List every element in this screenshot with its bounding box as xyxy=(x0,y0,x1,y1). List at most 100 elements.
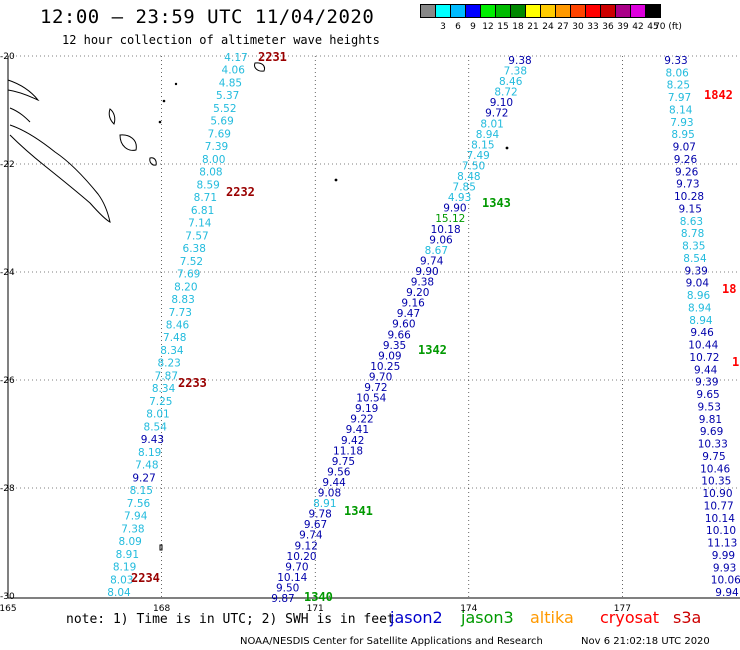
wave-height-value: 6.38 xyxy=(183,243,206,255)
latitude-label: -26 xyxy=(0,376,15,386)
wave-height-value: 7.48 xyxy=(163,332,186,344)
wave-height-value: 8.78 xyxy=(681,228,704,240)
satellite-legend-jason3: jason3 xyxy=(461,608,514,627)
wave-height-value: 8.96 xyxy=(687,290,711,302)
wave-height-value: 8.54 xyxy=(683,253,707,265)
latitude-label: -28 xyxy=(0,484,15,494)
wave-height-value: 4.93 xyxy=(448,192,471,204)
latitude-label: -22 xyxy=(0,160,15,170)
wave-height-value: 8.14 xyxy=(669,104,693,116)
wave-height-value: 11.18 xyxy=(333,445,363,457)
wave-height-value: 9.42 xyxy=(341,435,364,447)
wave-height-value: 8.83 xyxy=(171,294,194,306)
wave-height-value: 9.81 xyxy=(699,414,722,426)
credit-text: NOAA/NESDIS Center for Satellite Applica… xyxy=(240,636,543,647)
map-subtitle: 12 hour collection of altimeter wave hei… xyxy=(62,33,380,47)
color-scale-label: 45 xyxy=(647,22,659,32)
longitude-label: 165 xyxy=(0,604,17,614)
satellite-legend-jason2: jason2 xyxy=(390,608,443,627)
wave-height-value: 8.46 xyxy=(499,76,523,88)
color-swatch xyxy=(645,4,661,18)
coastline-lifou xyxy=(119,134,137,151)
wave-height-value: 7.52 xyxy=(180,256,203,268)
wave-height-value: 7.93 xyxy=(670,117,693,129)
wave-height-value: 8.91 xyxy=(116,549,139,561)
wave-height-value: 7.69 xyxy=(177,269,200,281)
color-scale-label: 33 xyxy=(587,22,599,32)
wave-height-value: 9.60 xyxy=(392,319,415,331)
wave-height-value: 9.33 xyxy=(664,55,687,67)
wave-height-value: 9.41 xyxy=(346,424,369,436)
satellite-legend-s3a: s3a xyxy=(673,608,702,627)
wave-height-value: 11.13 xyxy=(707,538,737,550)
pass-number-label: 2231 xyxy=(258,50,287,64)
wave-height-value: 8.67 xyxy=(425,245,448,257)
wave-height-value: 5.52 xyxy=(213,103,236,115)
wave-height-value: 4.85 xyxy=(219,77,242,89)
wave-height-value: 5.37 xyxy=(216,90,239,102)
wave-height-value: 8.19 xyxy=(113,562,136,574)
color-scale-label: 12 xyxy=(482,22,494,32)
wave-height-value: 9.39 xyxy=(684,265,707,277)
coastline-mare xyxy=(149,157,157,166)
wave-height-value: 10.10 xyxy=(706,525,736,537)
wave-height-value: 8.15 xyxy=(130,485,153,497)
wave-height-value: 9.35 xyxy=(383,340,406,352)
wave-height-value: 8.06 xyxy=(665,67,689,79)
wave-height-value: 8.91 xyxy=(313,498,336,510)
wave-height-value: 10.06 xyxy=(711,575,740,587)
map-title: 12:00 — 23:59 UTC 11/04/2020 xyxy=(40,6,375,28)
coastline-dot xyxy=(505,146,509,150)
longitude-label: 168 xyxy=(153,604,170,614)
wave-height-value: 9.72 xyxy=(364,382,387,394)
wave-height-value: 9.04 xyxy=(686,278,710,290)
longitude-label: 174 xyxy=(460,604,477,614)
wave-height-value: 9.06 xyxy=(429,234,453,246)
wave-height-value: 4.06 xyxy=(222,65,246,77)
wave-height-value: 9.74 xyxy=(420,255,444,267)
wave-height-value: 9.08 xyxy=(318,488,341,500)
color-scale-label: 24 xyxy=(542,22,554,32)
wave-height-value: 7.85 xyxy=(453,182,476,194)
wave-height-value: 7.97 xyxy=(668,92,691,104)
coastline-dot xyxy=(158,120,162,124)
pass-number-label: 1340 xyxy=(304,590,333,604)
wave-height-value: 10.33 xyxy=(698,439,728,451)
pass-number-label: 1842 xyxy=(704,88,733,102)
coastline-islet xyxy=(9,107,31,123)
color-scale-label: 36 xyxy=(602,22,614,32)
wave-height-value: 8.08 xyxy=(199,167,222,179)
wave-height-value: 9.27 xyxy=(132,472,155,484)
color-scale-label: 42 xyxy=(632,22,644,32)
wave-height-value: 10.20 xyxy=(287,551,317,563)
wave-height-value: 10.14 xyxy=(705,513,735,525)
wave-height-value: 8.94 xyxy=(688,302,712,314)
wave-height-value: 9.26 xyxy=(675,166,699,178)
footnote: note: 1) Time is in UTC; 2) SWH is in fe… xyxy=(66,612,395,627)
wave-height-value: 8.63 xyxy=(680,216,703,228)
wave-height-value: 8.34 xyxy=(152,383,176,395)
wave-height-value: 7.57 xyxy=(185,230,208,242)
wave-height-value: 9.94 xyxy=(715,587,739,599)
wave-height-value: 8.34 xyxy=(160,345,184,357)
wave-height-value: 9.53 xyxy=(698,401,721,413)
wave-height-value: 8.03 xyxy=(110,574,133,586)
wave-height-value: 9.70 xyxy=(369,371,392,383)
coastline-islet-north xyxy=(254,62,265,72)
color-scale-label: 6 xyxy=(455,22,461,32)
wave-height-value: 9.39 xyxy=(695,377,718,389)
wave-height-value: 8.94 xyxy=(476,129,500,141)
coastline-north-islets xyxy=(7,79,40,102)
wave-height-value: 8.15 xyxy=(471,139,494,151)
wave-height-value: 8.20 xyxy=(174,281,197,293)
pass-number-label: 1341 xyxy=(344,504,373,518)
wave-height-value: 10.28 xyxy=(674,191,704,203)
wave-height-value: 9.78 xyxy=(308,509,331,521)
wave-height-value: 7.39 xyxy=(205,141,228,153)
wave-height-value: 7.25 xyxy=(149,396,172,408)
wave-height-value: 9.73 xyxy=(676,179,699,191)
wave-height-value: 9.99 xyxy=(712,550,735,562)
wave-height-value: 9.38 xyxy=(508,55,531,67)
wave-height-value: 9.10 xyxy=(490,97,513,109)
